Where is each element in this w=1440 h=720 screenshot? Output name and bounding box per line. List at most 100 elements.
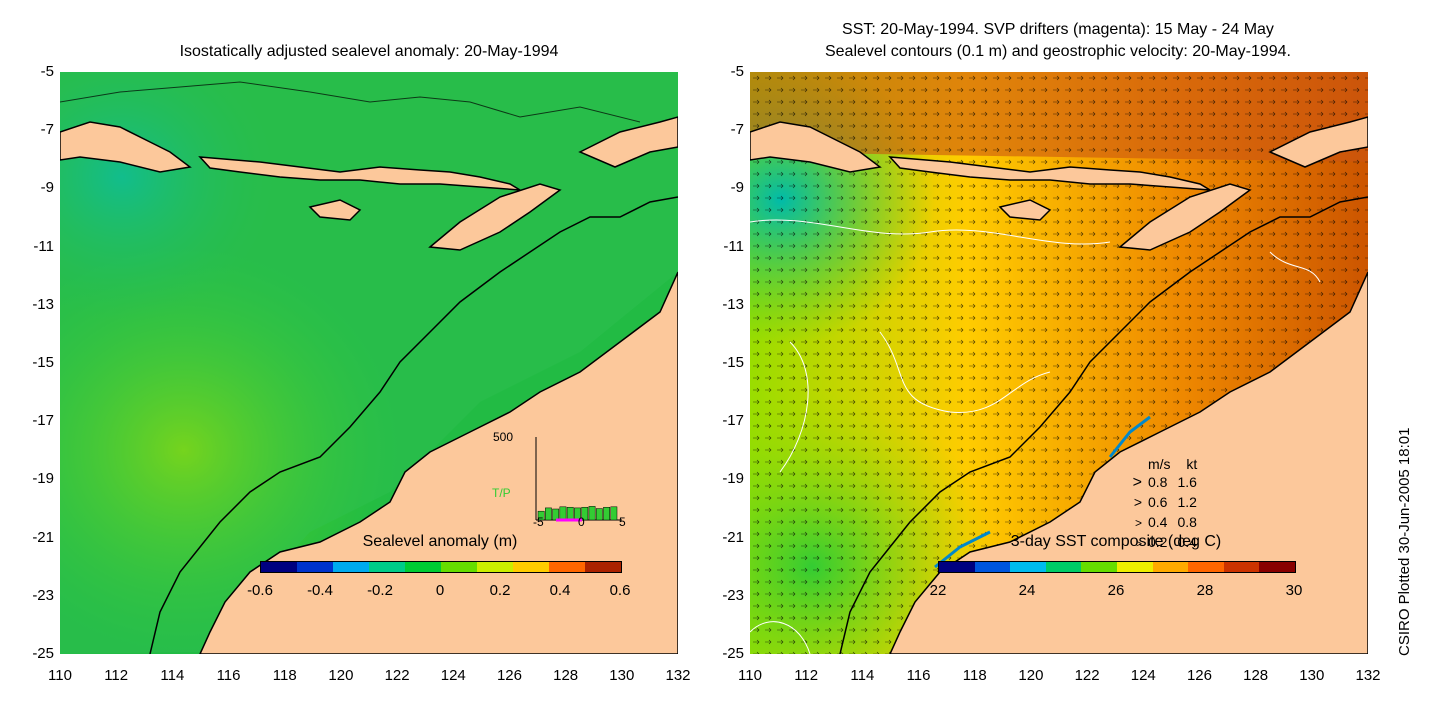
left-ytick-label: -15 bbox=[32, 354, 54, 371]
colorbar-tick-label: 22 bbox=[929, 582, 947, 599]
inset-bar bbox=[559, 506, 567, 521]
inset-xtick-5: 5 bbox=[619, 515, 626, 529]
inset-bar bbox=[566, 506, 574, 521]
colorbar-segment bbox=[939, 562, 975, 572]
colorbar-tick-label: -0.2 bbox=[367, 582, 393, 599]
inset-bar bbox=[552, 508, 560, 521]
right-ytick-label: -11 bbox=[723, 237, 744, 255]
right-ytick-label: -21 bbox=[722, 528, 744, 546]
right-ytick-label: -23 bbox=[722, 586, 744, 604]
legend-ms-value: 0.2 bbox=[1148, 534, 1168, 550]
velocity-legend-row: >0.8 1.6 bbox=[1126, 474, 1197, 492]
right-ytick-label: -25 bbox=[722, 645, 744, 662]
legend-ms-value: 0.6 bbox=[1148, 494, 1168, 510]
colorbar-segment bbox=[1223, 562, 1260, 572]
left-ytick-label: -7 bbox=[40, 121, 54, 139]
colorbar-segment bbox=[261, 562, 297, 572]
right-ytick-label: -17 bbox=[722, 412, 744, 430]
right-xtick-label: 118 bbox=[962, 667, 987, 684]
left-colorbar bbox=[260, 561, 622, 573]
left-ytick-label: -23 bbox=[32, 586, 54, 604]
velocity-arrow-icon: > bbox=[1134, 516, 1142, 530]
right-xtick-label: 110 bbox=[738, 667, 762, 684]
colorbar-segment bbox=[1081, 562, 1117, 572]
right-xtick-label: 126 bbox=[1186, 667, 1212, 684]
right-ytick-label: -13 bbox=[722, 295, 744, 313]
right-xtick-label: 120 bbox=[1018, 667, 1044, 684]
right-xtick-label: 112 bbox=[794, 667, 819, 684]
colorbar-tick-label: -0.6 bbox=[247, 582, 273, 599]
left-ytick-label: -17 bbox=[32, 412, 54, 430]
colorbar-tick-label: 0.4 bbox=[549, 582, 571, 599]
right-ytick-label: -7 bbox=[730, 121, 744, 139]
left-xtick-label: 130 bbox=[609, 667, 635, 684]
left-xtick-label: 126 bbox=[496, 667, 522, 684]
colorbar-segment bbox=[585, 562, 621, 572]
colorbar-segment bbox=[405, 562, 441, 572]
left-xtick-label: 116 bbox=[216, 667, 241, 684]
legend-ms-value: 0.8 bbox=[1148, 474, 1168, 490]
left-ytick-label: -13 bbox=[32, 295, 54, 313]
left-ytick-label: -19 bbox=[32, 470, 54, 488]
left-xtick-label: 124 bbox=[440, 667, 466, 684]
legend-header-ms: m/s bbox=[1148, 456, 1171, 472]
left-xtick-label: 110 bbox=[48, 667, 72, 684]
left-ytick-label: -9 bbox=[40, 179, 54, 197]
right-colorbar-title: 3-day SST composite (deg C) bbox=[1010, 533, 1222, 550]
left-ytick-label: -21 bbox=[32, 528, 54, 546]
right-ytick-label: -5 bbox=[730, 63, 744, 80]
credit-text: CSIRO Plotted 30-Jun-2005 18:01 bbox=[1396, 427, 1413, 656]
colorbar-segment bbox=[333, 562, 369, 572]
right-xtick-label: 124 bbox=[1130, 667, 1156, 684]
left-panel-title: Isostatically adjusted sealevel anomaly:… bbox=[179, 43, 559, 60]
colorbar-tick-label: 26 bbox=[1107, 582, 1125, 599]
velocity-arrow-icon: > bbox=[1133, 494, 1142, 510]
velocity-arrow-icon: > bbox=[1132, 474, 1142, 491]
left-xtick-label: 120 bbox=[328, 667, 354, 684]
colorbar-segment bbox=[297, 562, 333, 572]
velocity-legend-row: >0.6 1.2 bbox=[1126, 494, 1197, 510]
inset-bar bbox=[581, 506, 589, 521]
colorbar-segment bbox=[369, 562, 405, 572]
legend-kt-value: 0.4 bbox=[1177, 534, 1197, 550]
legend-ms-value: 0.4 bbox=[1148, 514, 1168, 530]
colorbar-tick-label: 0.6 bbox=[609, 582, 631, 599]
colorbar-tick-label: 0 bbox=[435, 582, 445, 599]
colorbar-tick-label: -0.4 bbox=[307, 582, 333, 599]
velocity-legend-row: >0.4 0.8 bbox=[1126, 514, 1197, 530]
colorbar-segment bbox=[1188, 562, 1224, 572]
australia-land-right bbox=[889, 271, 1368, 654]
inset-ymax-label: 500 bbox=[493, 430, 514, 444]
right-colorbar bbox=[938, 561, 1296, 573]
right-xtick-label: 122 bbox=[1074, 667, 1100, 684]
inset-bar bbox=[595, 508, 603, 521]
colorbar-segment bbox=[1010, 562, 1046, 572]
sumba-island bbox=[308, 199, 362, 221]
colorbar-segment bbox=[549, 562, 585, 572]
inset-series-label: T/P bbox=[492, 486, 511, 500]
right-xtick-label: 116 bbox=[906, 667, 931, 684]
inset-bar bbox=[537, 510, 545, 521]
colorbar-tick-label: 0.2 bbox=[489, 582, 511, 599]
colorbar-segment bbox=[1259, 562, 1295, 572]
velocity-arrow-icon: > bbox=[1136, 539, 1142, 550]
right-ytick-label: -19 bbox=[722, 470, 744, 488]
left-ytick-label: -11 bbox=[33, 237, 54, 255]
left-map bbox=[60, 72, 678, 654]
colorbar-segment bbox=[441, 562, 477, 572]
inset-xtick-neg5: -5 bbox=[533, 515, 544, 529]
left-xtick-label: 122 bbox=[384, 667, 410, 684]
inset-bar bbox=[545, 507, 552, 521]
left-ytick-label: -5 bbox=[40, 63, 54, 80]
left-colorbar-title: Sealevel anomaly (m) bbox=[362, 533, 518, 550]
right-panel-title-line2: Sealevel contours (0.1 m) and geostrophi… bbox=[824, 43, 1291, 60]
australia-land bbox=[199, 271, 678, 654]
inset-bar bbox=[610, 506, 618, 521]
right-ytick-label: -9 bbox=[730, 179, 744, 197]
colorbar-segment bbox=[974, 562, 1011, 572]
right-panel-title-line1: SST: 20-May-1994. SVP drifters (magenta)… bbox=[842, 21, 1274, 38]
left-xtick-label: 128 bbox=[553, 667, 579, 684]
colorbar-tick-label: 24 bbox=[1018, 582, 1036, 599]
legend-kt-value: 0.8 bbox=[1177, 514, 1197, 530]
timor-island bbox=[428, 183, 562, 251]
